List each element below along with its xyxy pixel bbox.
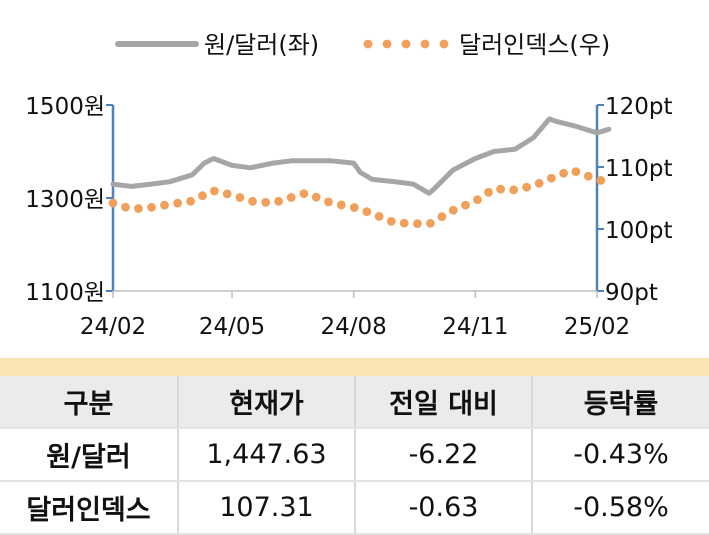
series-dollar-index-point [386, 217, 396, 226]
legend-dxy-dot [382, 39, 392, 49]
series-dollar-index-point [274, 196, 283, 206]
series-dollar-index-point [198, 191, 207, 201]
left-y-tick-label: 1300원 [25, 187, 105, 213]
series-dollar-index-point [522, 182, 531, 192]
series-dollar-index-point [448, 205, 458, 215]
table-top-band [0, 358, 709, 376]
series-dollar-index-point [509, 185, 519, 195]
cell-change-rate: -0.43% [532, 428, 709, 482]
header-category: 구분 [0, 376, 179, 429]
series-dollar-index-point [160, 200, 169, 210]
series-dollar-index-point [108, 198, 118, 208]
cell-current-price: 107.31 [178, 481, 356, 535]
series-dollar-index-point [496, 184, 505, 194]
series-dollar-index-point [235, 193, 245, 202]
series-dollar-index-point [534, 178, 544, 188]
series-dollar-index-point [413, 219, 422, 229]
chart-axes: 1500원 1300원 1100원 120pt 110pt 100pt 90pt 24/02 2… [25, 94, 672, 340]
series-dollar-index-point [571, 167, 581, 177]
series-dollar-index-point [311, 192, 321, 202]
cell-change: -6.22 [355, 428, 533, 482]
legend-dxy-dot [439, 39, 449, 49]
x-tick-label: 24/11 [442, 314, 508, 340]
legend-krw-label: 원/달러(좌) [204, 31, 319, 59]
left-y-tick-label: 1100원 [25, 280, 105, 306]
series-dollar-index-point [121, 202, 130, 212]
legend-dxy-dot [363, 39, 373, 49]
series-dollar-index-point [559, 168, 568, 178]
legend-dxy-dot [401, 39, 411, 49]
series-dollar-index-point [583, 171, 593, 181]
series-dollar-index-point [473, 195, 482, 205]
header-change: 전일 대비 [355, 376, 533, 429]
table-row: 달러인덱스 107.31 -0.63 -0.58% [0, 481, 709, 535]
cell-change-rate: -0.58% [532, 481, 709, 535]
series-dollar-index-point [484, 187, 493, 197]
series-dollar-index-point [186, 196, 196, 206]
series-dollar-index-point [349, 203, 359, 212]
legend-dxy-label: 달러인덱스(우) [459, 31, 610, 59]
legend-dxy-swatch [363, 39, 449, 49]
header-change-rate: 등락률 [532, 376, 709, 429]
legend-dxy-dot [420, 39, 430, 49]
series-dollar-index-point [222, 189, 232, 199]
series-dollar-index-point [336, 200, 346, 210]
x-tick-label: 24/02 [80, 314, 146, 340]
series-dollar-index-point [547, 173, 556, 183]
exchange-rate-chart: 원/달러(좌) 달러인덱스(우) 1500원 1300원 1100원 120pt 110… [25, 31, 672, 340]
series-dollar-index-point [134, 204, 143, 213]
cell-change: -0.63 [355, 481, 533, 535]
row-label: 원/달러 [0, 428, 179, 482]
series-dollar-index-point [362, 207, 372, 217]
series-dollar-index-point [286, 193, 296, 202]
right-y-tick-label: 90pt [605, 280, 658, 306]
series-dollar-index-point [173, 198, 183, 208]
series-dollar-index-point [299, 189, 309, 199]
chart-legend: 원/달러(좌) 달러인덱스(우) [115, 31, 610, 59]
series-dollar-index-point [324, 197, 333, 207]
series-krw-usd-line [110, 116, 612, 196]
chart-series [108, 116, 612, 229]
cell-current-price: 1,447.63 [178, 428, 356, 482]
series-dollar-index-point [261, 198, 271, 207]
series-dollar-index-point [461, 200, 470, 210]
x-tick-label: 25/02 [564, 314, 630, 340]
series-dollar-index-point [210, 186, 219, 196]
left-y-tick-label: 1500원 [25, 94, 105, 120]
right-y-tick-label: 120pt [605, 94, 673, 120]
series-dollar-index-point [437, 212, 447, 222]
x-tick-label: 24/08 [321, 314, 387, 340]
series-dollar-index-point [399, 218, 409, 228]
series-dollar-index-point [374, 212, 384, 221]
table-header-row: 구분 현재가 전일 대비 등락률 [0, 376, 709, 429]
right-y-tick-label: 100pt [605, 218, 673, 244]
series-dollar-index-point [426, 218, 435, 228]
row-label: 달러인덱스 [0, 481, 179, 535]
quote-table: 구분 현재가 전일 대비 등락률 원/달러 1,447.63 -6.22 -0.… [0, 376, 709, 535]
header-current-price: 현재가 [178, 376, 356, 429]
x-tick-label: 24/05 [199, 314, 265, 340]
table-row: 원/달러 1,447.63 -6.22 -0.43% [0, 428, 709, 482]
series-dollar-index-point [147, 202, 156, 212]
right-y-tick-label: 110pt [605, 156, 673, 182]
series-dollar-index-point [596, 176, 606, 185]
series-dollar-index-point [248, 196, 257, 206]
